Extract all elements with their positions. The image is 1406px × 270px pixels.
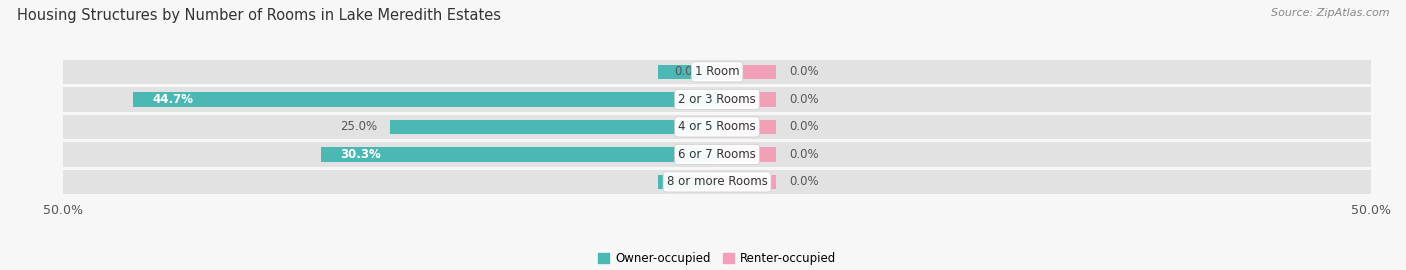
Text: 1 Room: 1 Room	[695, 65, 740, 78]
Text: 8 or more Rooms: 8 or more Rooms	[666, 176, 768, 188]
Bar	[717, 120, 776, 134]
Legend: Owner-occupied, Renter-occupied: Owner-occupied, Renter-occupied	[593, 247, 841, 270]
Bar	[132, 92, 717, 107]
Bar	[63, 87, 1371, 112]
Bar	[63, 115, 1371, 139]
Text: 0.0%: 0.0%	[789, 65, 818, 78]
Text: 0.0%: 0.0%	[789, 176, 818, 188]
Text: 0.0%: 0.0%	[675, 65, 704, 78]
Text: 30.3%: 30.3%	[340, 148, 381, 161]
Bar	[658, 175, 717, 189]
Bar	[658, 65, 717, 79]
Bar	[63, 60, 1371, 84]
Text: 25.0%: 25.0%	[340, 120, 377, 133]
Bar	[717, 147, 776, 161]
Bar	[321, 147, 717, 161]
Text: 0.0%: 0.0%	[675, 176, 704, 188]
Text: 44.7%: 44.7%	[152, 93, 193, 106]
Text: 0.0%: 0.0%	[789, 93, 818, 106]
Text: 4 or 5 Rooms: 4 or 5 Rooms	[678, 120, 756, 133]
Bar	[717, 92, 776, 107]
Bar	[389, 120, 717, 134]
Text: 6 or 7 Rooms: 6 or 7 Rooms	[678, 148, 756, 161]
Bar	[63, 142, 1371, 167]
Text: 2 or 3 Rooms: 2 or 3 Rooms	[678, 93, 756, 106]
Bar	[717, 65, 776, 79]
Text: 0.0%: 0.0%	[789, 120, 818, 133]
Text: 0.0%: 0.0%	[789, 148, 818, 161]
Bar	[717, 175, 776, 189]
Bar	[63, 170, 1371, 194]
Text: Housing Structures by Number of Rooms in Lake Meredith Estates: Housing Structures by Number of Rooms in…	[17, 8, 501, 23]
Text: Source: ZipAtlas.com: Source: ZipAtlas.com	[1271, 8, 1389, 18]
